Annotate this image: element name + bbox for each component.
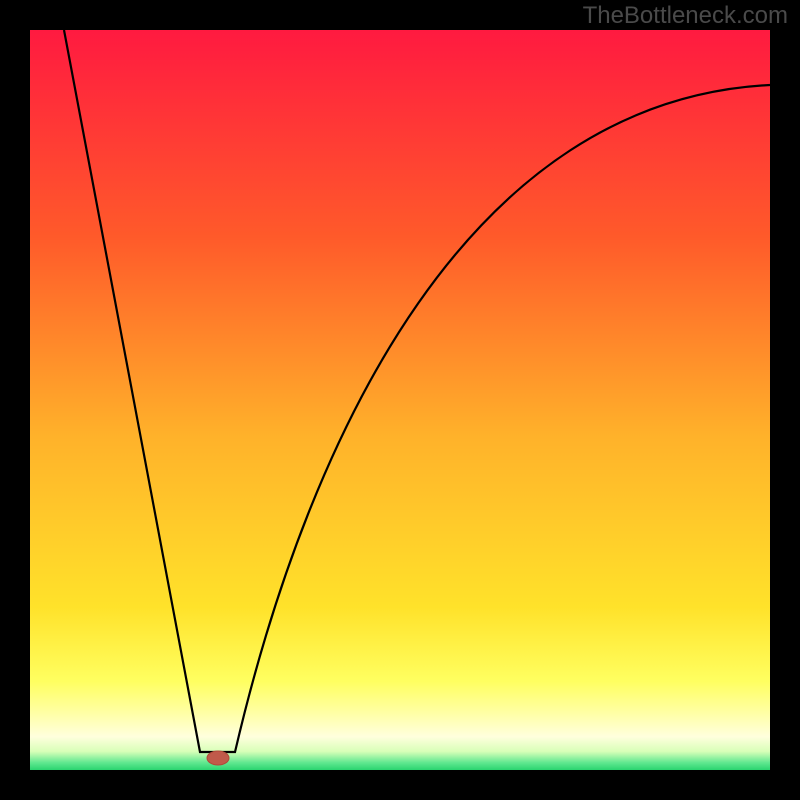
watermark-text: TheBottleneck.com [583,2,788,30]
chart-svg [0,0,800,800]
plot-background [30,30,770,770]
optimal-point-marker [207,751,229,765]
bottleneck-chart: TheBottleneck.com [0,0,800,800]
